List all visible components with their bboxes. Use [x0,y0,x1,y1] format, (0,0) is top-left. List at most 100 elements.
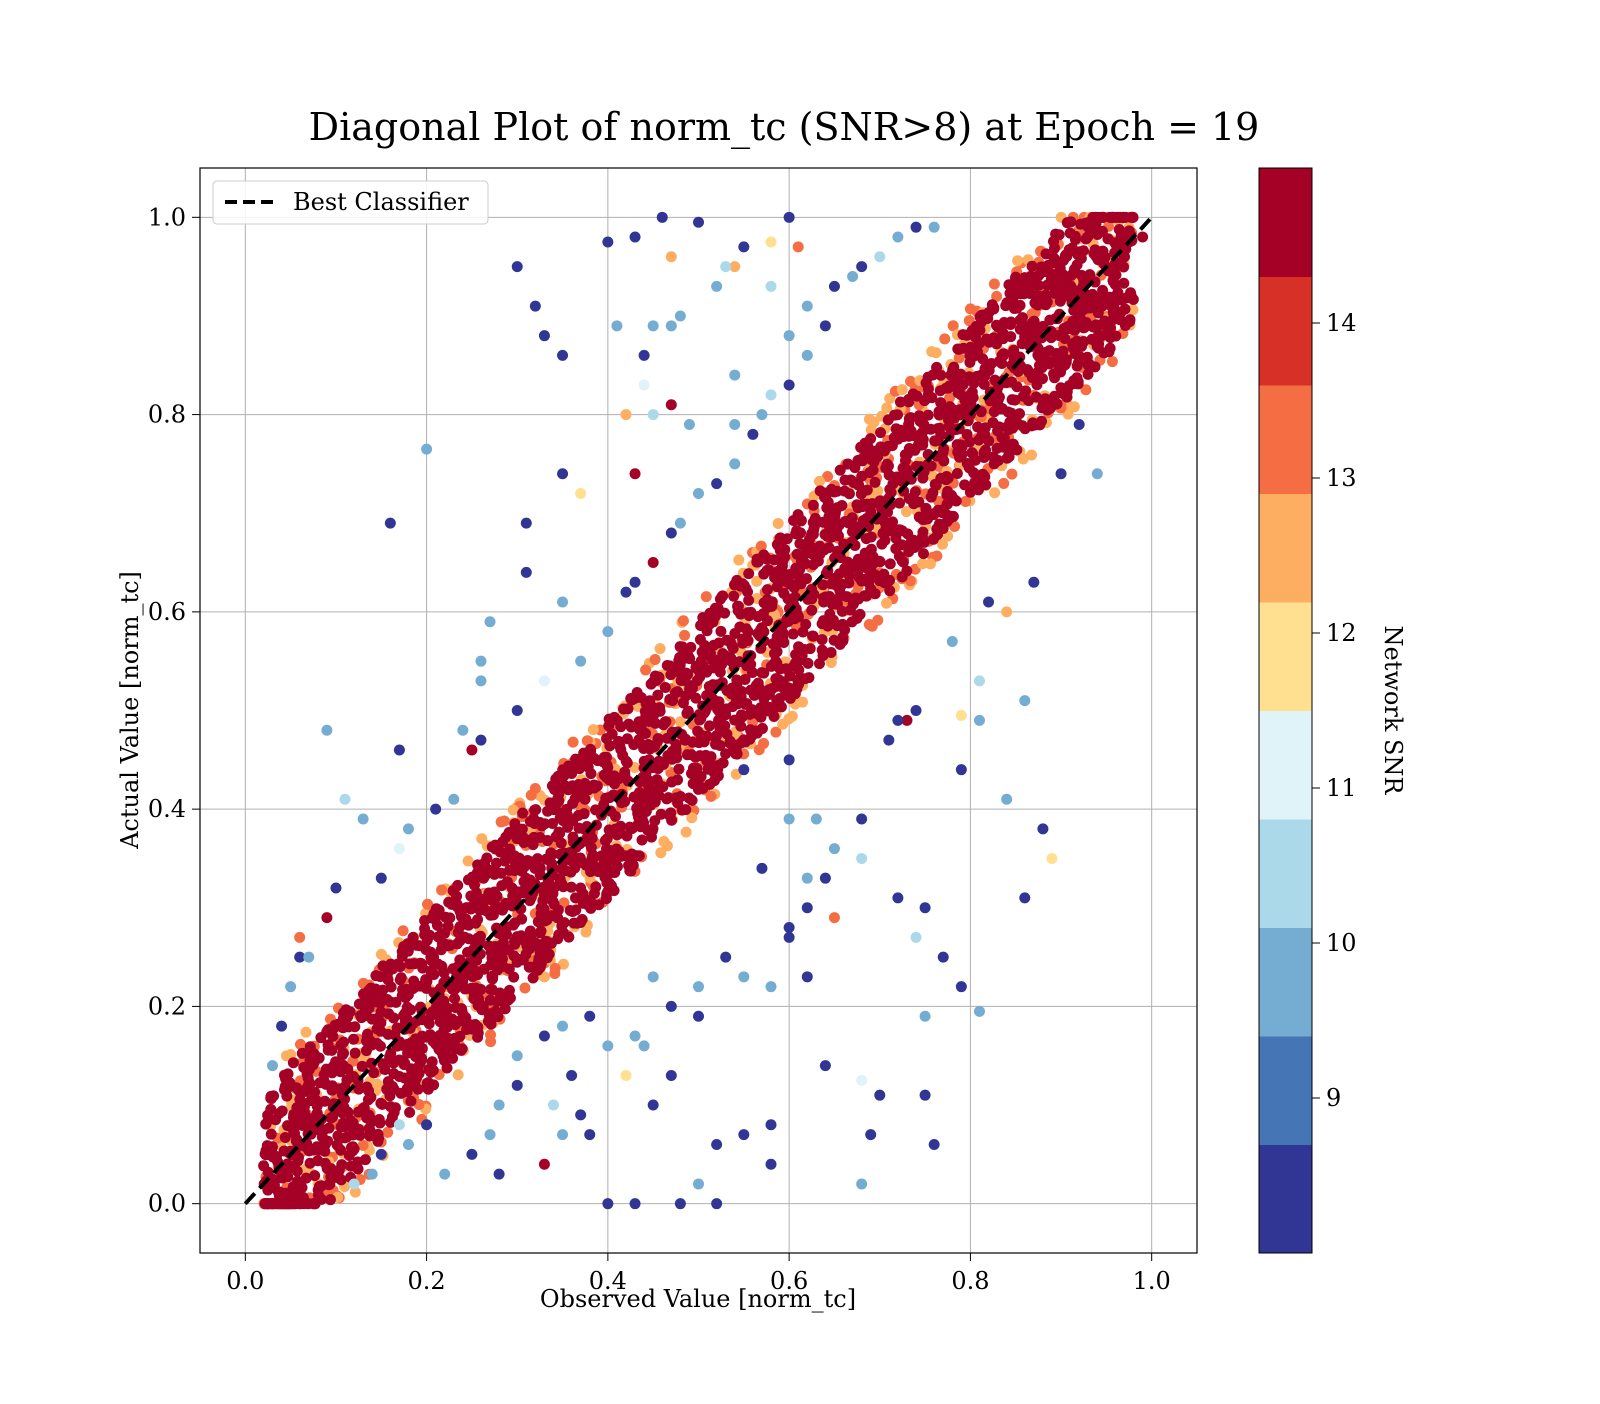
scatter-point [557,1020,569,1032]
scatter-point [282,1068,294,1080]
scatter-point [1118,251,1130,263]
scatter-point [919,1010,931,1022]
scatter-point [1023,366,1035,378]
scatter-point [951,468,963,480]
scatter-point [865,531,877,543]
scatter-point [449,1019,461,1031]
scatter-point [729,261,741,273]
scatter-point [975,406,987,418]
scatter-point [399,1011,411,1023]
scatter-point [882,460,894,472]
scatter-point [508,850,520,862]
scatter-point [894,497,906,509]
scatter-point [517,807,529,819]
scatter-point [377,984,389,996]
scatter-point [704,644,716,656]
scatter-point [1091,468,1103,480]
scatter-point [285,981,297,993]
scatter-point [267,1060,279,1072]
scatter-point [818,544,830,556]
scatter-point [587,849,599,861]
scatter-point [677,615,689,627]
scatter-point [1090,336,1102,348]
scatter-point [955,709,967,721]
scatter-point [1071,306,1083,318]
scatter-point [258,1160,270,1172]
scatter-point [711,1139,723,1150]
scatter-point [686,812,698,824]
scatter-point [366,1168,378,1180]
scatter-point [792,674,804,686]
y-tick-label: 0.8 [148,401,186,429]
scatter-point [697,782,709,794]
scatter-point [777,627,789,639]
scatter-point [1019,892,1031,904]
scatter-point [973,370,985,382]
scatter-point [943,421,955,433]
scatter-point [907,388,919,400]
scatter-point [645,678,657,690]
scatter-point [501,993,513,1005]
scatter-point [493,1168,505,1180]
scatter-point [1082,359,1094,371]
scatter-point [422,898,434,910]
scatter-point [434,1016,446,1028]
scatter-point [532,916,544,928]
scatter-point [598,799,610,811]
scatter-point [1031,321,1043,333]
scatter-point [693,737,705,749]
scatter-point [704,607,716,619]
scatter-point [601,833,613,845]
scatter-point [905,375,917,387]
scatter-point [564,904,576,916]
scatter-point [825,647,837,659]
scatter-point [1040,248,1052,260]
scatter-point [347,1145,359,1157]
scatter-point [425,965,437,977]
scatter-point [472,914,484,926]
scatter-point [565,881,577,893]
scatter-point [771,677,783,689]
scatter-point [1010,272,1022,284]
scatter-point [909,486,921,498]
scatter-point [342,1011,354,1023]
scatter-point [557,468,569,480]
scatter-point [569,793,581,805]
scatter-point [917,548,929,560]
scatter-point [928,221,940,233]
colorbar-label: Network SNR [1379,626,1407,796]
scatter-point [405,1095,417,1107]
scatter-point [611,320,623,332]
scatter-point [1072,376,1084,388]
scatter-point [449,1032,461,1044]
scatter-point [965,388,977,400]
y-axis-label: Actual Value [norm_tc] [116,571,144,850]
scatter-point [548,898,560,910]
scatter-point [757,608,769,620]
scatter-point [680,804,692,816]
scatter-point [368,1067,380,1079]
scatter-point [899,455,911,467]
scatter-point [395,1087,407,1099]
scatter-point [890,543,902,555]
scatter-point [568,917,580,929]
scatter-point [559,865,571,877]
y-tick-label: 0.4 [148,795,186,823]
scatter-point [910,221,922,233]
scatter-point [337,1049,349,1061]
scatter-point [665,1069,677,1081]
scatter-point [500,897,512,909]
scatter-point [831,528,843,540]
scatter-point [611,861,623,873]
scatter-point [828,843,840,855]
x-tick-label: 0.2 [408,1267,446,1295]
scatter-point [545,937,557,949]
scatter-point [692,725,704,737]
scatter-point [926,346,938,358]
colorbar-band [1259,493,1312,603]
scatter-point [284,1198,296,1210]
scatter-point [1001,452,1013,464]
scatter-point [393,1119,405,1131]
scatter-point [897,556,909,568]
scatter-point [302,1198,314,1210]
